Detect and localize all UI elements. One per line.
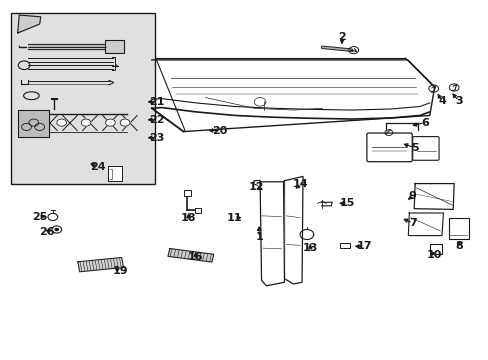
- Text: 8: 8: [454, 241, 462, 251]
- Text: 3: 3: [454, 96, 462, 106]
- Text: 23: 23: [149, 133, 164, 143]
- Text: 6: 6: [420, 118, 428, 128]
- Bar: [108, 166, 122, 181]
- Bar: [429, 244, 442, 254]
- Text: 2: 2: [338, 32, 345, 41]
- Polygon shape: [413, 184, 453, 210]
- Text: 12: 12: [248, 182, 264, 192]
- Bar: [104, 40, 124, 53]
- Text: 11: 11: [226, 213, 242, 222]
- Bar: [448, 219, 468, 239]
- Circle shape: [81, 119, 91, 126]
- Text: 4: 4: [437, 96, 445, 106]
- Text: 14: 14: [292, 179, 308, 189]
- Text: 18: 18: [180, 213, 196, 222]
- Text: 5: 5: [410, 143, 418, 153]
- Polygon shape: [78, 257, 123, 272]
- Polygon shape: [260, 182, 284, 286]
- Text: 26: 26: [39, 227, 55, 237]
- Text: 20: 20: [212, 126, 227, 135]
- Polygon shape: [18, 15, 41, 33]
- Text: 1: 1: [255, 232, 263, 242]
- Polygon shape: [284, 176, 303, 284]
- FancyBboxPatch shape: [412, 136, 438, 160]
- Circle shape: [105, 119, 115, 126]
- Text: 25: 25: [32, 212, 47, 221]
- Text: 15: 15: [339, 198, 354, 208]
- Text: 7: 7: [408, 218, 416, 228]
- Text: 16: 16: [187, 252, 203, 262]
- Circle shape: [120, 119, 130, 126]
- Bar: [183, 190, 190, 196]
- Text: 17: 17: [355, 241, 371, 251]
- Bar: [11, 13, 155, 184]
- FancyBboxPatch shape: [366, 133, 411, 162]
- Text: 22: 22: [149, 115, 164, 125]
- Bar: [339, 243, 349, 248]
- Text: 13: 13: [302, 243, 317, 253]
- Circle shape: [57, 119, 66, 126]
- Text: 9: 9: [408, 191, 416, 201]
- Text: 10: 10: [426, 250, 442, 260]
- Text: 24: 24: [90, 162, 106, 172]
- Circle shape: [54, 228, 59, 231]
- Polygon shape: [407, 213, 443, 235]
- Text: 19: 19: [112, 266, 128, 276]
- Bar: [18, 110, 49, 137]
- Polygon shape: [168, 248, 213, 262]
- Bar: [195, 208, 201, 213]
- Text: 21: 21: [149, 97, 164, 107]
